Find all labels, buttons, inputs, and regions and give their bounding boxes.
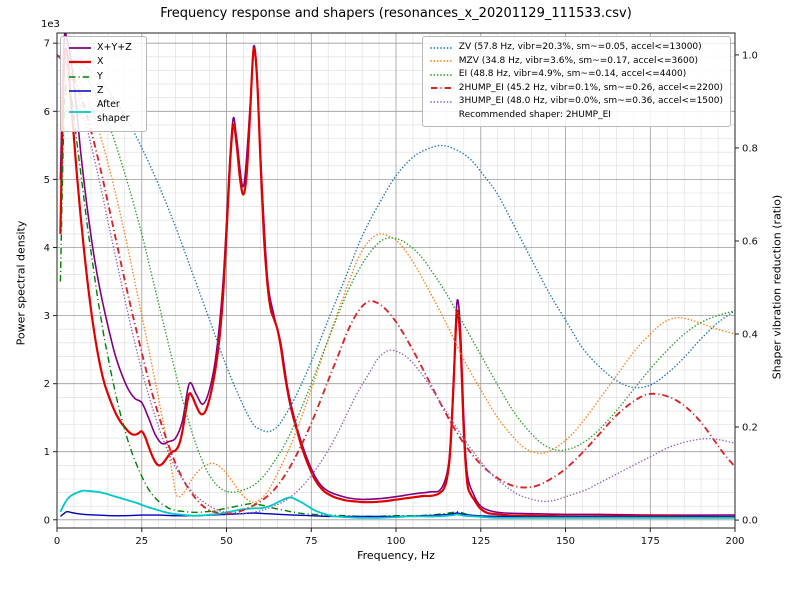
legend-footer: Recommended shaper: 2HUMP_EI: [430, 109, 723, 123]
y2-tick-label: 0.6: [742, 237, 758, 248]
legend-item: MZV (34.8 Hz, vibr=3.6%, sm~=0.17, accel…: [429, 55, 723, 69]
legend-item: EI (48.8 Hz, vibr=4.9%, sm~=0.14, accel<…: [429, 68, 723, 82]
legend-item: After shaper: [68, 98, 139, 127]
legend-footer-text: Recommended shaper: 2HUMP_EI: [458, 109, 611, 120]
y-axis-label-right: Shaper vibration reduction (ratio): [770, 194, 784, 380]
legend-swatch: [69, 90, 91, 92]
y-tick-label: 6: [44, 107, 50, 118]
series-ei: [57, 54, 735, 493]
tick-marks: [53, 42, 739, 532]
x-tick-label: 175: [641, 536, 660, 547]
legend-item: X: [68, 55, 139, 69]
series-zv: [57, 54, 735, 433]
legend-swatch: [69, 61, 91, 64]
legend-psd: X+Y+Z X Y Z After shaper: [60, 36, 147, 132]
legend-label: X+Y+Z: [97, 42, 132, 53]
x-tick-label: 100: [386, 536, 405, 547]
legend-label: MZV (34.8 Hz, vibr=3.6%, sm~=0.17, accel…: [458, 55, 698, 66]
legend-swatch: [69, 75, 91, 78]
legend-item: 3HUMP_EI (48.0 Hz, vibr=0.0%, sm~=0.36, …: [429, 95, 723, 109]
series-lines: [57, 33, 735, 519]
series-z: [59, 510, 735, 518]
x-tick-label: 200: [725, 536, 744, 547]
y-tick-label: 1: [44, 447, 50, 458]
legend-item: Y: [68, 70, 139, 84]
x-tick-label: 0: [54, 536, 60, 547]
legend-label: Z: [97, 84, 104, 96]
series-y: [59, 75, 735, 518]
series-mzv: [57, 54, 735, 504]
x-tick-label: 75: [305, 536, 318, 547]
legend-shapers: ZV (57.8 Hz, vibr=20.3%, sm~=0.05, accel…: [421, 36, 731, 127]
legend-label: 2HUMP_EI (45.2 Hz, vibr=0.1%, sm~=0.26, …: [458, 82, 723, 93]
legend-item: X+Y+Z: [68, 41, 139, 55]
legend-label: After shaper: [97, 99, 130, 125]
y-axis-offset-label: 1e3: [41, 19, 60, 30]
legend-swatch: [429, 60, 454, 63]
series-2hump_ei: [57, 54, 735, 515]
y2-tick-label: 0.4: [742, 330, 758, 341]
y-tick-label: 5: [44, 175, 50, 186]
y-tick-label: 7: [44, 39, 50, 50]
legend-swatch: [69, 111, 91, 114]
y-tick-label: 3: [44, 311, 50, 322]
legend-swatch: [429, 73, 454, 76]
y-axis-label-left: Power spectral density: [14, 220, 28, 346]
legend-swatch: [429, 100, 454, 103]
legend-label: Y: [97, 70, 103, 82]
legend-swatch: [430, 87, 453, 90]
x-tick-label: 25: [135, 536, 148, 547]
y2-tick-label: 1.0: [742, 50, 758, 61]
y2-tick-label: 0.8: [742, 143, 758, 154]
x-tick-label: 150: [556, 536, 575, 547]
x-tick-label: 125: [471, 536, 490, 547]
series-3hump_ei: [57, 54, 735, 515]
x-axis-label: Frequency, Hz: [357, 549, 435, 562]
y-tick-label: 0: [44, 515, 50, 526]
y2-tick-label: 0.0: [742, 516, 758, 527]
y-tick-label: 2: [44, 379, 50, 390]
legend-label: 3HUMP_EI (48.0 Hz, vibr=0.0%, sm~=0.36, …: [458, 96, 723, 106]
legend-label: EI (48.8 Hz, vibr=4.9%, sm~=0.14, accel<…: [458, 69, 687, 79]
legend-item: ZV (57.8 Hz, vibr=20.3%, sm~=0.05, accel…: [429, 41, 723, 55]
y2-tick-label: 0.2: [742, 423, 758, 434]
tick-labels: 0 25 50 75 100 125 150 175 200 0 1 2 3 4 5 6 7 0.0 0.2 0.4 0…: [44, 39, 758, 547]
legend-swatch: [429, 46, 454, 49]
y-tick-label: 4: [44, 243, 50, 254]
series-x: [59, 47, 735, 519]
legend-item: 2HUMP_EI (45.2 Hz, vibr=0.1%, sm~=0.26, …: [430, 82, 723, 96]
legend-label: X: [97, 56, 104, 68]
legend-label: ZV (57.8 Hz, vibr=20.3%, sm~=0.05, accel…: [458, 42, 702, 52]
chart-title: Frequency response and shapers (resonanc…: [160, 6, 632, 21]
legend-swatch: [69, 47, 91, 50]
x-tick-label: 50: [220, 536, 233, 547]
legend-item: Z: [68, 84, 139, 98]
series-after-shaper: [59, 489, 735, 519]
